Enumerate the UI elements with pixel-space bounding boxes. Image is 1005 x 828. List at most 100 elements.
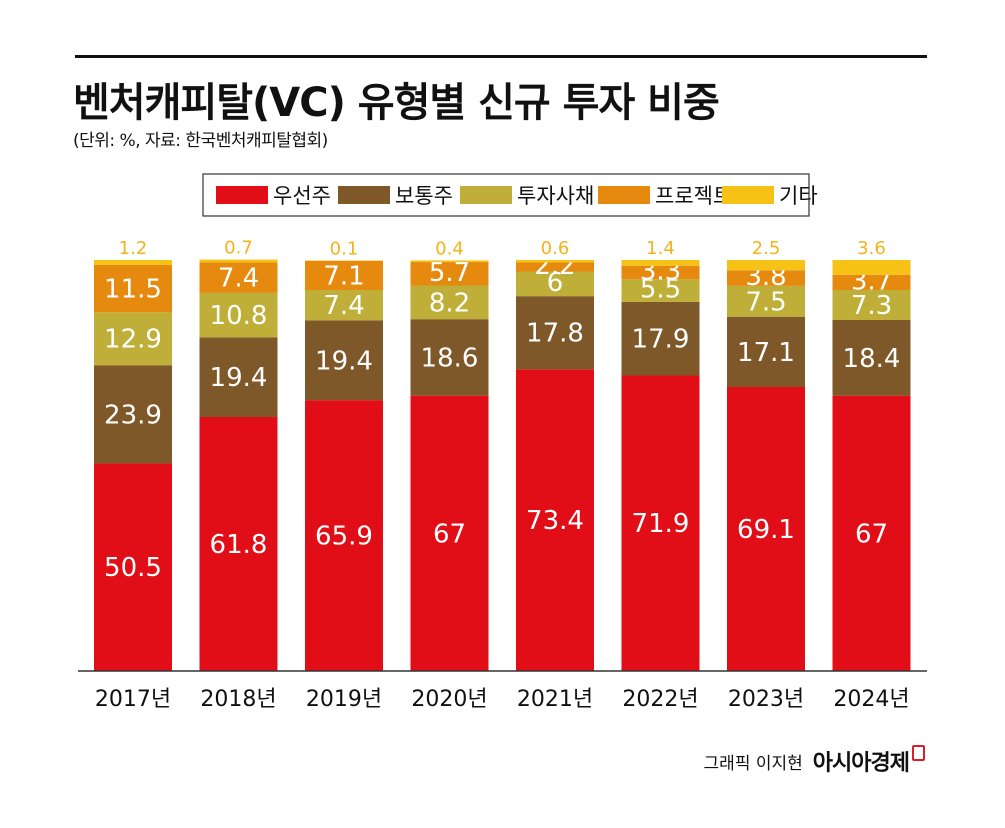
value-label-2022년-series-2: 17.9 — [632, 325, 690, 355]
bar-2020년-series-5 — [410, 260, 489, 263]
value-label-2024년-series-1: 67 — [855, 519, 888, 549]
bar-2017년-series-5 — [94, 260, 172, 265]
bar-2018년-series-3 — [199, 292, 278, 338]
value-label-2018년-series-2: 19.4 — [210, 363, 268, 393]
legend-label-4: 프로젝트 — [655, 184, 732, 208]
value-label-2023년-series-2: 17.1 — [737, 338, 795, 368]
value-label-2018년-series-5: 0.7 — [224, 238, 253, 259]
bar-2018년-series-1 — [199, 417, 278, 671]
legend-swatch-1 — [216, 186, 268, 204]
legend-swatch-3 — [460, 186, 512, 204]
bar-2022년-series-4 — [621, 265, 700, 280]
x-tick-label-2017년: 2017년 — [95, 687, 171, 712]
legend-swatch-5 — [722, 186, 774, 204]
value-label-2019년-series-3: 7.4 — [323, 291, 364, 321]
value-label-2020년-series-4: 5.7 — [429, 258, 470, 288]
bar-2023년-series-1 — [727, 386, 805, 671]
value-label-2023년-series-1: 69.1 — [737, 515, 795, 545]
brand-mark-icon — [912, 745, 925, 761]
bar-2020년-series-3 — [410, 285, 489, 320]
bar-2022년-series-3 — [621, 279, 700, 302]
value-label-2019년-series-5: 0.1 — [330, 238, 359, 259]
x-tick-label-2020년: 2020년 — [411, 687, 487, 712]
brand-logo: 아시아경제 — [812, 751, 910, 776]
value-label-2021년-series-2: 17.8 — [526, 319, 584, 349]
x-tick-label-2022년: 2022년 — [622, 687, 698, 712]
bar-2017년-series-2 — [94, 365, 172, 464]
legend-label-3: 투자사채 — [517, 184, 594, 208]
bar-2021년-series-3 — [516, 271, 594, 297]
x-tick-label-2023년: 2023년 — [728, 687, 804, 712]
bar-2017년-series-1 — [94, 463, 172, 671]
value-label-2020년-series-3: 8.2 — [429, 288, 470, 318]
bar-2021년-series-1 — [516, 369, 594, 671]
bar-2017년-series-3 — [94, 312, 172, 366]
value-label-2021년-series-3: 6 — [547, 268, 564, 298]
bar-2021년-series-5 — [516, 260, 594, 263]
bar-2024년-series-3 — [832, 290, 911, 321]
top-rule — [75, 55, 927, 58]
x-tick-label-2018년: 2018년 — [200, 687, 276, 712]
value-label-2024년-series-3: 7.3 — [851, 291, 892, 321]
bar-2020년-series-2 — [410, 319, 489, 396]
bar-2019년-series-1 — [305, 400, 383, 671]
bar-2023년-series-2 — [727, 316, 805, 387]
value-label-2019년-series-4: 7.1 — [323, 261, 364, 291]
bar-2019년-series-2 — [305, 320, 383, 401]
value-label-2019년-series-1: 65.9 — [315, 522, 373, 552]
x-tick-label-2019년: 2019년 — [306, 687, 382, 712]
chart-subtitle: (단위: %, 자료: 한국벤처캐피탈협회) — [73, 131, 328, 151]
bar-2020년-series-1 — [410, 395, 489, 671]
legend-label-2: 보통주 — [395, 184, 453, 208]
value-label-2020년-series-5: 0.4 — [435, 238, 464, 259]
legend-swatch-2 — [338, 186, 390, 204]
value-label-2017년-series-4: 11.5 — [104, 275, 162, 305]
bar-2018년-series-2 — [199, 337, 278, 418]
value-label-2022년-series-5: 1.4 — [646, 238, 675, 259]
value-label-2024년-series-2: 18.4 — [843, 344, 901, 374]
value-label-2017년-series-1: 50.5 — [104, 553, 162, 583]
value-label-2022년-series-1: 71.9 — [632, 509, 690, 539]
bar-2020년-series-4 — [410, 262, 489, 286]
bar-2019년-series-3 — [305, 290, 383, 321]
bar-2024년-series-1 — [832, 395, 911, 671]
bar-2022년-series-5 — [621, 260, 700, 266]
bar-2022년-series-2 — [621, 301, 700, 376]
value-label-2023년-series-5: 2.5 — [752, 238, 781, 259]
bar-2019년-series-4 — [305, 260, 383, 291]
bar-2018년-series-5 — [199, 259, 278, 263]
bars: 50.523.912.911.51.261.819.410.87.40.765.… — [94, 238, 911, 671]
footer: 그래픽 이지현 아시아경제 — [704, 745, 925, 777]
bar-2017년-series-4 — [94, 264, 172, 313]
x-axis-labels: 2017년 2018년 2019년 2020년 2021년 2022년 2023년 2024년 — [95, 687, 910, 712]
value-label-2020년-series-2: 18.6 — [421, 343, 479, 373]
bar-2018년-series-4 — [199, 262, 278, 293]
graphic-credit: 그래픽 이지현 — [703, 753, 803, 774]
legend-swatch-4 — [598, 186, 650, 204]
value-label-2021년-series-1: 73.4 — [526, 506, 584, 536]
bar-2022년-series-1 — [621, 375, 700, 671]
bar-2023년-series-3 — [727, 285, 805, 317]
bar-2021년-series-4 — [516, 262, 594, 272]
value-label-2018년-series-4: 7.4 — [218, 264, 259, 294]
bar-2024년-series-4 — [832, 274, 911, 291]
legend-label-5: 기타 — [779, 184, 818, 208]
value-label-2018년-series-3: 10.8 — [210, 301, 268, 331]
value-label-2024년-series-5: 3.6 — [857, 238, 886, 259]
value-label-2017년-series-2: 23.9 — [104, 400, 162, 430]
value-label-2018년-series-1: 61.8 — [210, 530, 268, 560]
value-label-2019년-series-2: 19.4 — [315, 346, 373, 376]
legend: 우선주 보통주 투자사채 프로젝트 기타 — [202, 173, 818, 217]
value-label-2017년-series-5: 1.2 — [119, 238, 148, 259]
bar-2024년-series-5 — [832, 260, 911, 275]
chart-title: 벤처캐피탈(VC) 유형별 신규 투자 비중 — [73, 80, 720, 126]
x-tick-label-2021년: 2021년 — [517, 687, 593, 712]
x-tick-label-2024년: 2024년 — [833, 687, 909, 712]
value-label-2023년-series-3: 7.5 — [745, 287, 786, 317]
bar-2021년-series-2 — [516, 296, 594, 370]
value-label-2022년-series-3: 5.5 — [640, 275, 681, 305]
value-label-2020년-series-1: 67 — [433, 519, 466, 549]
bar-2024년-series-2 — [832, 320, 911, 396]
legend-label-1: 우선주 — [273, 184, 331, 208]
